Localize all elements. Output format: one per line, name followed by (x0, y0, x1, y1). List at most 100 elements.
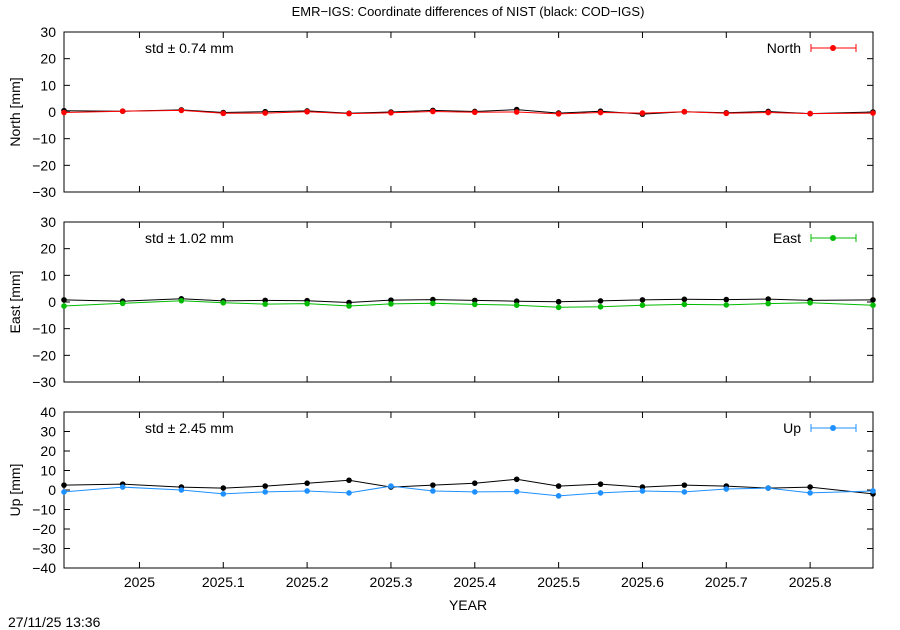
data-point (597, 304, 604, 310)
chart-title: EMR−IGS: Coordinate differences of NIST … (292, 4, 645, 19)
data-point (807, 490, 813, 496)
x-tick-label: 2025.2 (286, 574, 329, 590)
series-line-east-1 (63, 300, 874, 308)
data-point (346, 303, 352, 309)
data-point (430, 482, 436, 488)
data-point (639, 302, 646, 309)
data-point (178, 107, 185, 114)
y-tick-label-up: −10 (32, 502, 56, 518)
panel-east: −30 −20 −10 0 10 20 30 East [mm] std ± 1.02 mm Ea… (7, 214, 876, 390)
y-axis-label-up: Up [mm] (7, 464, 23, 517)
y-tick-label-east: −20 (32, 347, 56, 363)
data-point (597, 298, 604, 304)
y-tick-label-up: 40 (40, 404, 56, 420)
data-point (870, 297, 876, 303)
y-tick-label-east: 20 (40, 241, 56, 257)
data-point (681, 489, 688, 495)
y-tick-label-north: −20 (32, 157, 56, 173)
legend-marker-up (830, 425, 836, 431)
y-tick-label-north: 10 (40, 77, 56, 93)
data-point (639, 484, 646, 490)
y-tick-label-east: −10 (32, 321, 56, 337)
data-point (555, 304, 562, 311)
y-tick-label-up: −20 (32, 521, 56, 537)
data-point (346, 110, 352, 117)
data-point (388, 301, 394, 307)
x-tick-label: 2025.4 (453, 574, 496, 590)
x-axis-label: YEAR (449, 597, 487, 613)
x-tick-label: 2025.6 (621, 574, 664, 590)
data-point (178, 487, 185, 493)
x-tick-labels: 2025 2025.1 2025.2 2025.3 2025.4 2025.5 2025.6… (124, 574, 832, 590)
data-point (61, 482, 67, 488)
data-point (346, 490, 352, 496)
data-point (723, 302, 730, 308)
data-point (597, 109, 604, 116)
data-point (870, 110, 876, 116)
data-point (765, 109, 772, 116)
data-point (471, 297, 478, 304)
data-point (555, 298, 562, 305)
data-point (513, 488, 520, 495)
data-point (723, 486, 730, 492)
data-point (471, 109, 478, 116)
x-tick-label: 2025 (124, 574, 155, 590)
x-tick-label: 2025.1 (202, 574, 245, 590)
data-point (681, 296, 688, 303)
data-point (119, 300, 126, 307)
panel-up: −40 −30 −20 −10 0 10 20 30 40 Up [mm] std ± 2.45 m… (7, 404, 876, 576)
data-point (61, 297, 67, 303)
data-point (870, 488, 876, 494)
data-point (220, 300, 227, 306)
data-point (807, 300, 813, 306)
legend-label-east: East (773, 230, 801, 246)
data-point (304, 488, 310, 494)
data-point (513, 302, 520, 309)
data-point (870, 302, 876, 309)
data-point (220, 485, 227, 491)
legend-marker-north (830, 45, 836, 51)
data-point (471, 489, 478, 495)
y-tick-label-north: −10 (32, 131, 56, 147)
y-tick-label-east: 10 (40, 267, 56, 283)
series-up-0 (61, 476, 876, 497)
data-point (119, 108, 126, 114)
data-point (388, 483, 394, 489)
data-point (681, 482, 688, 488)
data-point (723, 296, 730, 303)
data-point (346, 477, 352, 484)
data-point (681, 301, 688, 308)
y-tick-label-north: −30 (32, 184, 56, 200)
y-tick-label-up: 10 (40, 463, 56, 479)
x-tick-label: 2025.8 (789, 574, 832, 590)
data-point (220, 110, 227, 117)
data-point (262, 483, 269, 489)
data-point (304, 480, 310, 486)
data-point (471, 301, 478, 308)
data-point (388, 110, 394, 116)
data-point (220, 491, 227, 497)
data-point (555, 493, 562, 499)
data-point (765, 296, 772, 302)
plot-frame-east (63, 221, 874, 383)
data-point (61, 489, 67, 495)
y-tick-label-up: −30 (32, 541, 56, 557)
y-tick-label-up: 20 (40, 443, 56, 459)
data-point (513, 109, 520, 115)
y-tick-label-east: 0 (48, 294, 56, 310)
data-point (639, 297, 646, 303)
panels: −30 −20 −10 0 10 20 30 North [mm] std ± 0.74 mm N… (7, 24, 876, 590)
x-tick-label: 2025.5 (537, 574, 580, 590)
data-point (61, 109, 67, 116)
data-point (430, 488, 436, 494)
y-axis-label-north: North [mm] (7, 77, 23, 146)
y-tick-label-east: 30 (40, 214, 56, 230)
y-tick-label-up: 0 (48, 482, 56, 498)
data-point (597, 490, 604, 496)
y-tick-label-north: 20 (40, 51, 56, 67)
series-east-1 (61, 297, 876, 311)
data-point (555, 483, 562, 489)
legend-marker-east (830, 235, 836, 241)
data-point (513, 298, 520, 305)
